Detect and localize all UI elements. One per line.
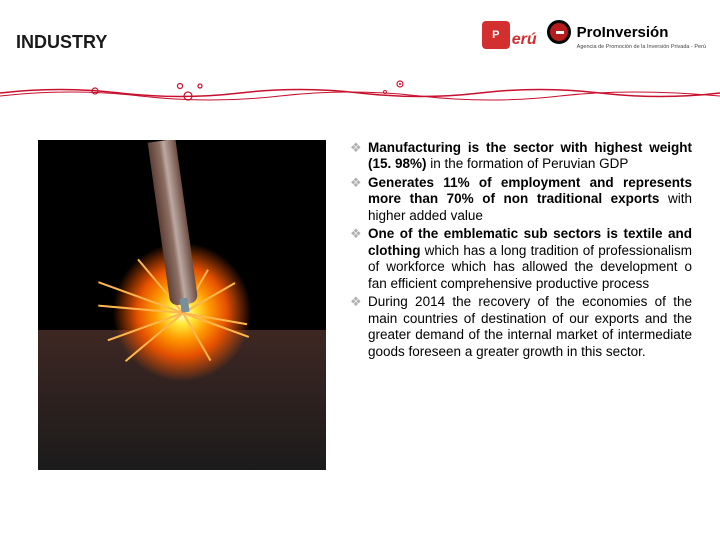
bullet-marker-icon: ❖ bbox=[350, 294, 368, 360]
bullet-text: Manufacturing is the sector with highest… bbox=[368, 140, 692, 173]
page-title: INDUSTRY bbox=[16, 32, 107, 53]
bullet-text: During 2014 the recovery of the economie… bbox=[368, 294, 692, 360]
proinversion-subtext: Agencia de Promoción de la Inversión Pri… bbox=[577, 44, 706, 50]
proinversion-icon bbox=[547, 20, 571, 44]
list-item: ❖ During 2014 the recovery of the econom… bbox=[350, 294, 692, 360]
bullet-marker-icon: ❖ bbox=[350, 175, 368, 224]
industry-image bbox=[38, 140, 326, 470]
bullet-marker-icon: ❖ bbox=[350, 140, 368, 173]
proinversion-logo: ProInversión Agencia de Promoción de la … bbox=[547, 20, 706, 50]
bullet-text: Generates 11% of employment and represen… bbox=[368, 175, 692, 224]
peru-logo-mark: P bbox=[482, 21, 510, 49]
header: INDUSTRY P erú ProInversión Agencia de P… bbox=[0, 0, 720, 105]
bullet-marker-icon: ❖ bbox=[350, 226, 368, 292]
content-row: ❖ Manufacturing is the sector with highe… bbox=[0, 105, 720, 470]
peru-logo: P erú bbox=[482, 21, 537, 49]
bullet-text: One of the emblematic sub sectors is tex… bbox=[368, 226, 692, 292]
wave-divider bbox=[0, 78, 720, 108]
logo-bar: P erú ProInversión Agencia de Promoción … bbox=[482, 20, 706, 50]
bullet-list: ❖ Manufacturing is the sector with highe… bbox=[350, 140, 692, 470]
proinversion-text: ProInversión bbox=[577, 24, 669, 41]
list-item: ❖ One of the emblematic sub sectors is t… bbox=[350, 226, 692, 292]
peru-logo-text: erú bbox=[512, 31, 537, 49]
list-item: ❖ Manufacturing is the sector with highe… bbox=[350, 140, 692, 173]
list-item: ❖ Generates 11% of employment and repres… bbox=[350, 175, 692, 224]
